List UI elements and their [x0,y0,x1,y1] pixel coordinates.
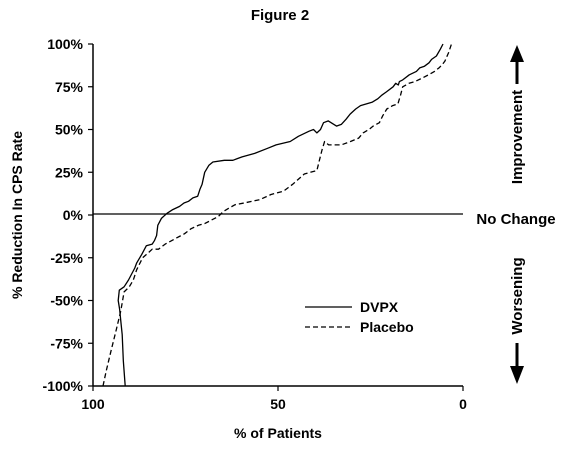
x-tick-label: 100 [81,396,105,412]
worsening-indicator: Worsening [509,257,526,384]
worsening-label: Worsening [509,257,526,334]
y-tick-label: -75% [50,335,83,351]
improvement-arrow-icon [510,45,524,84]
y-tick-label: -25% [50,250,83,266]
legend: DVPX Placebo [305,299,414,335]
series-line-placebo [102,43,453,387]
no-change-label: No Change [476,211,555,228]
y-tick-label: 25% [55,164,84,180]
legend-label-dvpx: DVPX [360,299,399,315]
y-tick-label: -50% [50,293,83,309]
y-tick-label: 50% [55,122,84,138]
y-tick-label: -100% [43,378,84,394]
x-axis-ticks: 100 50 0 [81,386,467,412]
x-tick-label: 50 [270,396,286,412]
chart-title: Figure 2 [251,7,309,24]
y-tick-label: 0% [63,207,84,223]
series-line-dvpx [117,43,444,387]
improvement-indicator: Improvement [509,45,526,184]
x-axis-label: % of Patients [234,425,322,441]
y-tick-label: 75% [55,79,84,95]
y-tick-label: 100% [47,36,83,52]
y-axis-label: % Reduction In CPS Rate [9,131,25,299]
improvement-label: Improvement [509,90,526,184]
worsening-arrow-icon [510,343,524,384]
series-layer [102,43,453,387]
legend-label-placebo: Placebo [360,319,414,335]
y-axis-ticks: 100% 75% 50% 25% 0% -25% -50% -75% -100% [43,36,93,394]
x-tick-label: 0 [459,396,467,412]
